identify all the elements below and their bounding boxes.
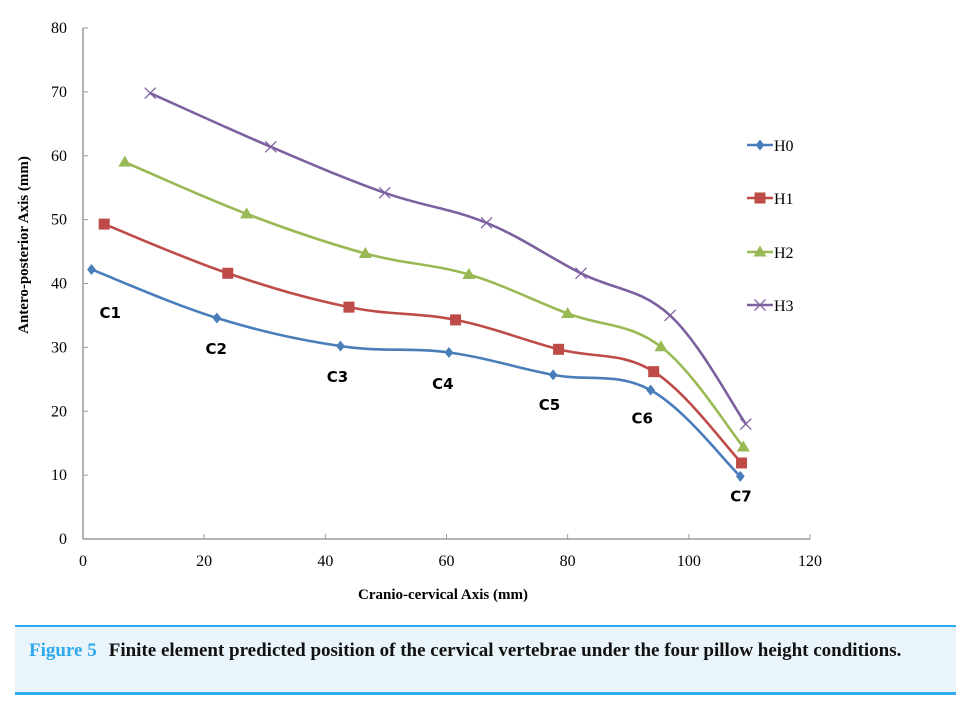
legend-label: H3 — [774, 298, 794, 315]
data-point-h2 — [561, 307, 575, 319]
y-tick-label: 70 — [51, 84, 67, 101]
y-tick-label: 10 — [51, 467, 67, 484]
data-point-h3 — [664, 309, 677, 322]
axes — [82, 28, 810, 540]
x-tick-label: 80 — [560, 553, 576, 570]
data-point-h1 — [736, 457, 748, 469]
series-h3 — [144, 87, 752, 430]
data-point-h1 — [553, 343, 565, 355]
data-point-h3 — [575, 267, 587, 280]
legend-item-h1: H1 — [747, 191, 794, 208]
vertebra-label: C1 — [100, 304, 121, 322]
legend-item-h3: H3 — [747, 298, 794, 315]
data-point-h0 — [548, 369, 558, 381]
data-point-h3 — [264, 140, 277, 153]
legend-marker-icon — [753, 245, 767, 257]
data-point-h1 — [98, 218, 110, 230]
line-chart: 0 10 20 30 40 50 60 70 80 0 20 40 60 80 100 120 C1 C2 C3… — [16, 20, 822, 603]
y-tick-label: 20 — [51, 403, 67, 420]
series-h2 — [118, 155, 750, 452]
data-point-h1 — [450, 314, 462, 326]
vertebra-label: C4 — [432, 375, 453, 393]
data-point-h0 — [212, 312, 222, 324]
legend-item-h2: H2 — [747, 245, 794, 262]
y-tick-label: 50 — [51, 212, 67, 229]
data-point-h0 — [646, 384, 656, 396]
data-point-h2 — [240, 207, 254, 219]
data-point-h1 — [343, 301, 355, 313]
vertebra-label: C6 — [631, 410, 652, 428]
x-tick-label: 0 — [79, 553, 87, 570]
legend-marker-icon — [755, 139, 765, 151]
data-point-h2 — [358, 246, 372, 258]
legend-marker-icon — [754, 192, 766, 204]
data-point-h0 — [336, 340, 345, 352]
vertebra-label: C5 — [539, 396, 560, 414]
legend-label: H0 — [774, 138, 794, 155]
data-point-h0 — [87, 263, 96, 275]
data-point-h2 — [654, 340, 668, 352]
x-tick-label: 100 — [677, 553, 701, 570]
y-tick-label: 80 — [51, 20, 67, 37]
y-tick-label: 0 — [59, 531, 67, 548]
x-tick-label: 60 — [439, 553, 455, 570]
data-point-h0 — [444, 346, 454, 358]
data-point-h2 — [736, 440, 750, 452]
legend-marker-icon — [754, 299, 766, 311]
data-point-h3 — [739, 418, 752, 430]
figure-number: Figure 5 — [29, 640, 97, 661]
figure-caption: Figure 5 Finite element predicted positio… — [15, 625, 956, 695]
data-point-h1 — [648, 366, 660, 378]
data-point-h2 — [118, 155, 132, 167]
data-point-h2 — [462, 268, 476, 280]
series-h0 — [87, 263, 745, 482]
legend-label: H1 — [774, 191, 794, 208]
data-point-h3 — [480, 216, 493, 229]
caption-text: Finite element predicted position of the… — [108, 640, 902, 661]
y-tick-label: 40 — [51, 276, 67, 293]
x-axis-title: Cranio-cervical Axis (mm) — [358, 587, 528, 603]
data-point-h3 — [378, 186, 391, 199]
vertebra-label: C2 — [206, 340, 227, 358]
legend-item-h0: H0 — [747, 138, 794, 155]
legend-label: H2 — [774, 245, 794, 262]
data-point-h1 — [222, 267, 234, 279]
x-tick-label: 20 — [196, 553, 212, 570]
series-line-h0 — [91, 268, 742, 478]
series-line-h2 — [124, 160, 745, 448]
y-axis-title: Antero-posterior Axis (mm) — [16, 156, 32, 334]
data-point-h3 — [144, 87, 157, 100]
x-tick-label: 40 — [317, 553, 333, 570]
y-tick-label: 30 — [51, 339, 67, 356]
y-tick-label: 60 — [51, 148, 67, 165]
vertebra-label: C7 — [730, 488, 751, 506]
data-point-h0 — [735, 470, 745, 482]
vertebra-label: C3 — [327, 368, 348, 386]
x-tick-label: 120 — [798, 553, 822, 570]
series-h1 — [98, 218, 748, 469]
